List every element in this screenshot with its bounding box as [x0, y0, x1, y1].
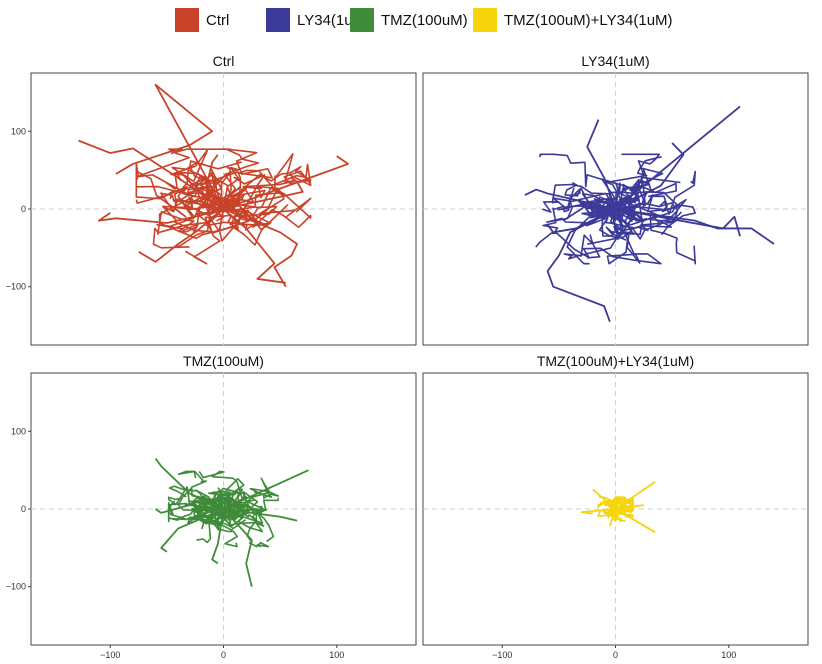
track-line	[222, 508, 253, 587]
track-line	[222, 163, 312, 225]
track-line	[205, 154, 225, 210]
panel-ly34-1um: LY34(1uM)	[422, 53, 809, 346]
track-line	[223, 165, 312, 210]
y-tick-label: 0	[21, 204, 26, 214]
legend-swatch-tmz-100um-ly34-1um	[473, 8, 497, 32]
panel-title-tmz-100um-ly34-1um: TMZ(100uM)+LY34(1uM)	[537, 353, 694, 369]
track-line	[154, 457, 224, 510]
track-line	[213, 504, 238, 548]
y-tick-label: −100	[6, 282, 26, 292]
x-tick-label: 100	[329, 650, 344, 660]
track-line	[614, 481, 656, 510]
track-line	[223, 508, 298, 522]
track-line	[615, 142, 685, 210]
tracks-tmz-100um	[154, 457, 309, 587]
panel-title-ctrl: Ctrl	[213, 53, 235, 69]
tracks-ctrl	[78, 83, 349, 288]
track-line	[198, 470, 248, 514]
y-tick-label: −100	[6, 582, 26, 592]
track-line	[586, 119, 617, 210]
track-line	[115, 83, 225, 210]
track-line	[608, 508, 617, 527]
legend-label-tmz-100um: TMZ(100uM)	[381, 12, 468, 29]
track-line	[592, 488, 617, 510]
track-line	[597, 499, 618, 510]
track-line	[98, 208, 224, 224]
track-line	[167, 486, 224, 512]
legend-label-ctrl: Ctrl	[206, 12, 229, 29]
panel-title-tmz-100um: TMZ(100uM)	[183, 353, 264, 369]
legend-swatch-tmz-100um	[350, 8, 374, 32]
track-line	[615, 202, 697, 236]
track-line	[155, 504, 224, 514]
track-line	[612, 508, 626, 522]
track-line	[538, 153, 621, 210]
track-line	[223, 469, 309, 510]
track-line	[524, 188, 616, 210]
track-line	[217, 492, 234, 510]
track-line	[615, 508, 656, 534]
track-line	[546, 208, 616, 322]
y-tick-label: 100	[11, 426, 26, 436]
track-line	[138, 208, 225, 263]
track-line	[615, 208, 741, 237]
track-line	[611, 170, 697, 215]
x-tick-label: −100	[100, 650, 120, 660]
x-tick-label: 0	[221, 650, 226, 660]
track-line	[615, 507, 634, 514]
legend: Ctrl LY34(1uM) TMZ(100uM) TMZ(100uM)+LY34(1…	[175, 8, 673, 32]
track-line	[211, 508, 225, 565]
x-tick-label: −100	[492, 650, 512, 660]
track-line	[135, 162, 225, 210]
track-line	[615, 504, 644, 510]
track-line	[615, 153, 660, 210]
track-line	[160, 508, 224, 553]
panel-tmz-100um: TMZ(100uM) 100 0 −100 −100 0 100	[6, 353, 417, 660]
x-tick-label: 0	[613, 650, 618, 660]
track-line	[223, 177, 304, 210]
track-line	[174, 148, 260, 210]
legend-swatch-ctrl	[175, 8, 199, 32]
tracks-tmz-100um-ly34-1um	[580, 481, 656, 534]
track-line	[165, 172, 224, 225]
track-line	[614, 496, 629, 510]
y-tick-label: 100	[11, 126, 26, 136]
track-line	[78, 139, 225, 210]
track-line	[223, 208, 272, 246]
y-tick-label: 0	[21, 504, 26, 514]
panel-title-ly34-1um: LY34(1uM)	[581, 53, 649, 69]
track-line	[614, 166, 664, 210]
track-line	[580, 508, 616, 515]
legend-label-tmz-100um-ly34-1um: TMZ(100uM)+LY34(1uM)	[504, 12, 673, 29]
track-line	[223, 155, 349, 210]
panel-tmz-100um-ly34-1um: TMZ(100uM)+LY34(1uM) −100 0 100	[422, 353, 809, 660]
track-line	[563, 208, 624, 260]
legend-swatch-ly34-1um	[266, 8, 290, 32]
track-line	[222, 208, 286, 284]
track-line	[223, 477, 280, 510]
track-line	[615, 208, 775, 245]
panel-ctrl: Ctrl 100 0 −100	[6, 53, 417, 346]
track-line	[535, 208, 662, 265]
x-tick-label: 100	[721, 650, 736, 660]
tracks-ly34-1um	[524, 105, 775, 322]
track-line	[135, 148, 229, 210]
facet-panels: Ctrl 100 0 −100 LY34(1uM) TMZ(100uM) 100 0 −100 −…	[6, 53, 809, 660]
track-line	[546, 188, 616, 224]
track-line	[587, 208, 662, 245]
track-line	[614, 105, 741, 210]
track-line	[546, 208, 616, 234]
track-line	[223, 208, 299, 288]
